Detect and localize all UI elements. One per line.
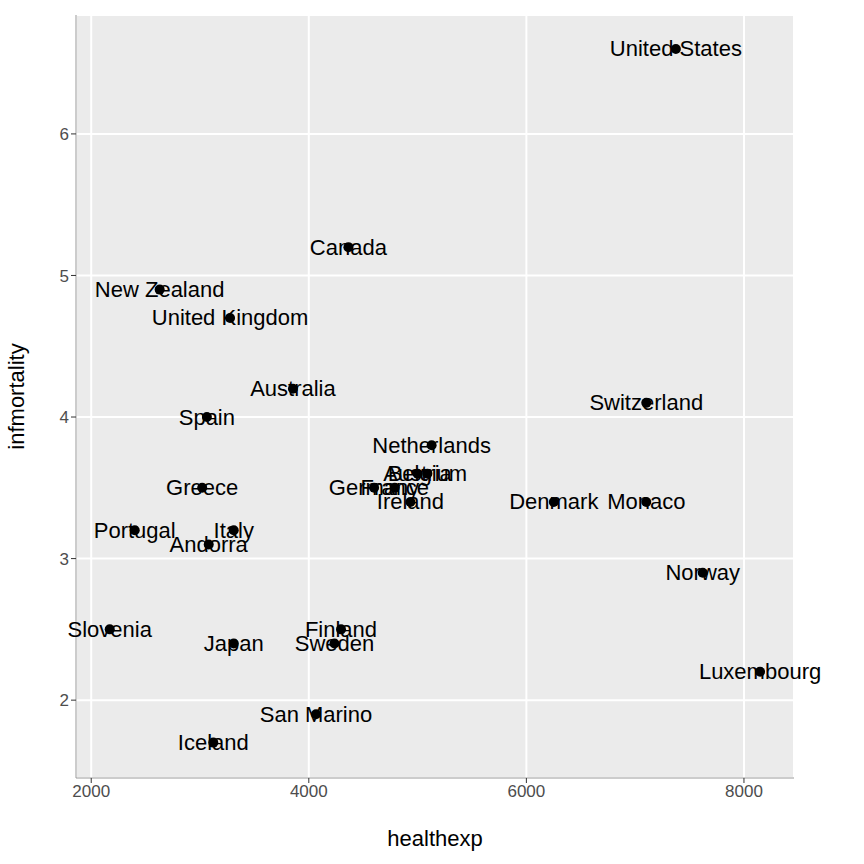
svg-text:Australia: Australia [250, 376, 336, 401]
svg-text:Netherlands: Netherlands [372, 433, 491, 458]
svg-text:Greece: Greece [166, 475, 238, 500]
svg-text:Sweden: Sweden [295, 631, 375, 656]
svg-text:Denmark: Denmark [509, 489, 599, 514]
svg-text:United Kingdom: United Kingdom [152, 305, 309, 330]
svg-text:Norway: Norway [665, 560, 740, 585]
svg-text:healthexp: healthexp [387, 826, 482, 851]
svg-text:Portugal: Portugal [94, 518, 176, 543]
svg-text:Switzerland: Switzerland [589, 390, 703, 415]
svg-text:2: 2 [60, 691, 69, 710]
svg-text:Andorra: Andorra [170, 532, 249, 557]
svg-text:Italy: Italy [213, 517, 254, 543]
svg-text:New Zealand: New Zealand [95, 277, 225, 302]
svg-text:6000: 6000 [507, 782, 545, 801]
svg-text:6: 6 [60, 125, 69, 144]
svg-text:Monaco: Monaco [607, 489, 685, 514]
svg-text:Spain: Spain [179, 405, 235, 430]
svg-text:2000: 2000 [72, 782, 110, 801]
svg-text:Ireland: Ireland [377, 489, 444, 514]
svg-text:infmortality: infmortality [8, 343, 29, 449]
svg-text:Belgium: Belgium [388, 461, 467, 486]
svg-text:3: 3 [60, 550, 69, 569]
svg-text:Slovenia: Slovenia [68, 617, 153, 642]
svg-text:Canada: Canada [310, 235, 388, 260]
svg-text:8000: 8000 [725, 782, 763, 801]
svg-text:Finland: Finland [304, 616, 378, 642]
svg-text:San Marino: San Marino [260, 702, 373, 727]
svg-text:4: 4 [60, 408, 69, 427]
svg-text:4000: 4000 [290, 782, 328, 801]
svg-text:Luxembourg: Luxembourg [699, 659, 821, 684]
svg-text:5: 5 [60, 267, 69, 286]
svg-text:United States: United States [610, 36, 742, 61]
svg-text:Japan: Japan [204, 631, 264, 656]
svg-text:Iceland: Iceland [178, 730, 249, 755]
